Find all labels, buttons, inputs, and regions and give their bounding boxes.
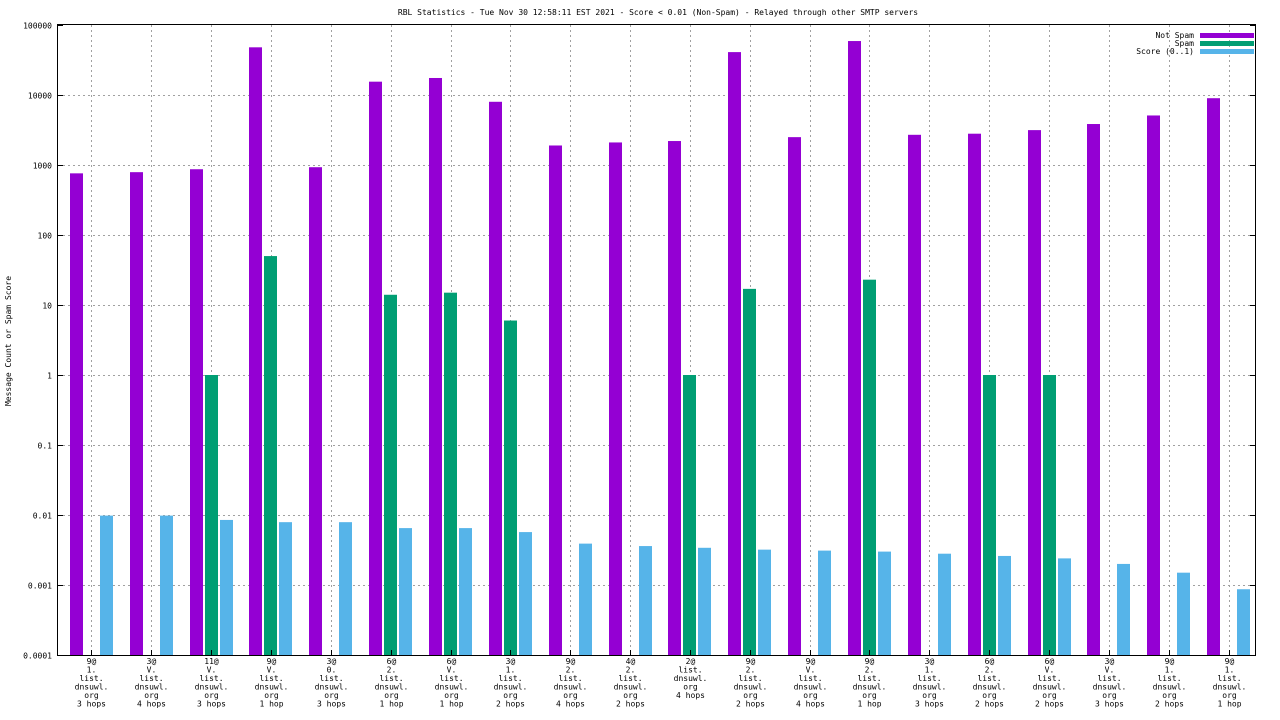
legend-swatch (1200, 41, 1254, 46)
legend-label: Score (0..1) (1136, 47, 1194, 56)
y-axis-label: Message Count or Spam Score (4, 276, 13, 406)
bar-score-0-1 (279, 522, 292, 655)
bar-score-0-1 (818, 550, 831, 655)
bar-spam (683, 375, 696, 655)
x-tick-label: 11@ V. list. dnsuwl. org 3 hops (195, 657, 229, 709)
bar-not-spam (549, 145, 562, 655)
bar-not-spam (968, 133, 981, 655)
x-tick-label: 9@ V. list. dnsuwl. org 1 hop (255, 657, 289, 709)
plot-frame (57, 24, 1256, 656)
bar-score-0-1 (698, 547, 711, 655)
bar-score-0-1 (639, 546, 652, 655)
bar-score-0-1 (1237, 589, 1250, 655)
bar-score-0-1 (160, 515, 173, 655)
bar-score-0-1 (1058, 558, 1071, 655)
bar-score-0-1 (519, 532, 532, 655)
bar-not-spam (489, 101, 502, 656)
legend-label: Not Spam (1155, 31, 1194, 40)
legend-swatch (1200, 49, 1254, 54)
x-tick-label: 3@ 1. list. dnsuwl. org 2 hops (494, 657, 528, 709)
bar-not-spam (130, 172, 143, 655)
x-tick-label: 9@ V. list. dnsuwl. org 4 hops (794, 657, 828, 709)
y-tick-label: 100000 (23, 22, 52, 31)
bar-not-spam (429, 77, 442, 656)
bar-spam (983, 375, 996, 655)
bar-score-0-1 (1117, 563, 1130, 655)
bar-not-spam (788, 137, 801, 656)
bar-not-spam (728, 52, 741, 656)
x-tick-label: 2@ list. dnsuwl. org 4 hops (674, 657, 708, 700)
y-tick-label: 0.01 (33, 512, 52, 521)
grid-lines (58, 25, 1255, 655)
x-tick-label: 9@ 2. list. dnsuwl. org 1 hop (853, 657, 887, 709)
x-tick-label: 6@ V. list. dnsuwl. org 1 hop (435, 657, 469, 709)
legend-label: Spam (1175, 39, 1194, 48)
x-tick-label: 9@ 1. list. dnsuwl. org 3 hops (75, 657, 109, 709)
bar-not-spam (369, 81, 382, 656)
y-tick-label: 10000 (28, 92, 52, 101)
bar-score-0-1 (878, 551, 891, 655)
bar-spam (504, 320, 517, 655)
bar-spam (863, 279, 876, 655)
bar-spam (205, 375, 218, 655)
x-tick-label: 3@ 0. list. dnsuwl. org 3 hops (315, 657, 349, 709)
bar-not-spam (908, 134, 921, 655)
y-tick-label: 1 (47, 372, 52, 381)
x-tick-label: 9@ 2. list. dnsuwl. org 2 hops (734, 657, 768, 709)
bar-not-spam (249, 47, 262, 656)
bar-spam (264, 256, 277, 655)
y-tick-label: 10 (42, 302, 52, 311)
x-axis-ticks: 9@ 1. list. dnsuwl. org 3 hops 3@ V. list. dnsuwl… (75, 650, 1247, 709)
bar-score-0-1 (1177, 572, 1190, 655)
x-tick-label: 9@ 1. list. dnsuwl. org 1 hop (1213, 657, 1247, 709)
bar-score-0-1 (100, 515, 113, 655)
bar-score-0-1 (758, 549, 771, 655)
bar-not-spam (668, 141, 681, 656)
bar-score-0-1 (459, 528, 472, 655)
x-tick-label: 9@ 1. list. dnsuwl. org 2 hops (1153, 657, 1187, 709)
legend-swatch (1200, 33, 1254, 38)
bar-not-spam (309, 167, 322, 656)
x-tick-label: 6@ V. list. dnsuwl. org 2 hops (1033, 657, 1067, 709)
bar-not-spam (70, 173, 83, 655)
y-tick-label: 0.001 (28, 582, 52, 591)
bar-not-spam (1028, 130, 1041, 655)
bar-score-0-1 (579, 543, 592, 655)
y-tick-label: 100 (38, 232, 53, 241)
bar-not-spam (190, 169, 203, 656)
bar-spam (1043, 375, 1056, 655)
x-tick-label: 9@ 2. list. dnsuwl. org 4 hops (554, 657, 588, 709)
bar-not-spam (1087, 124, 1100, 655)
bar-score-0-1 (399, 528, 412, 655)
y-tick-label: 1000 (33, 162, 52, 171)
y-tick-label: 0.1 (38, 442, 53, 451)
x-tick-label: 6@ 2. list. dnsuwl. org 1 hop (375, 657, 409, 709)
bar-not-spam (609, 142, 622, 656)
bar-score-0-1 (998, 555, 1011, 655)
x-tick-label: 3@ V. list. dnsuwl. org 3 hops (1093, 657, 1127, 709)
bars (70, 41, 1250, 656)
chart-title: RBL Statistics - Tue Nov 30 12:58:11 EST… (398, 8, 918, 17)
x-tick-label: 6@ 2. list. dnsuwl. org 2 hops (973, 657, 1007, 709)
bar-not-spam (848, 41, 861, 656)
x-tick-label: 4@ 2. list. dnsuwl. org 2 hops (614, 657, 648, 709)
y-axis-ticks: 100000 10000 1000 100 10 1 0.1 0.01 0.001 0.0001 (23, 22, 1255, 661)
bar-not-spam (1147, 115, 1160, 655)
y-tick-label: 0.0001 (23, 652, 52, 661)
bar-score-0-1 (220, 519, 233, 655)
bar-spam (444, 292, 457, 655)
bar-not-spam (1207, 98, 1220, 656)
x-tick-label: 3@ V. list. dnsuwl. org 4 hops (135, 657, 169, 709)
bar-spam (384, 294, 397, 655)
x-tick-label: 3@ 1. list. dnsuwl. org 3 hops (913, 657, 947, 709)
bar-spam (743, 288, 756, 655)
bar-score-0-1 (938, 553, 951, 655)
bar-score-0-1 (339, 522, 352, 655)
